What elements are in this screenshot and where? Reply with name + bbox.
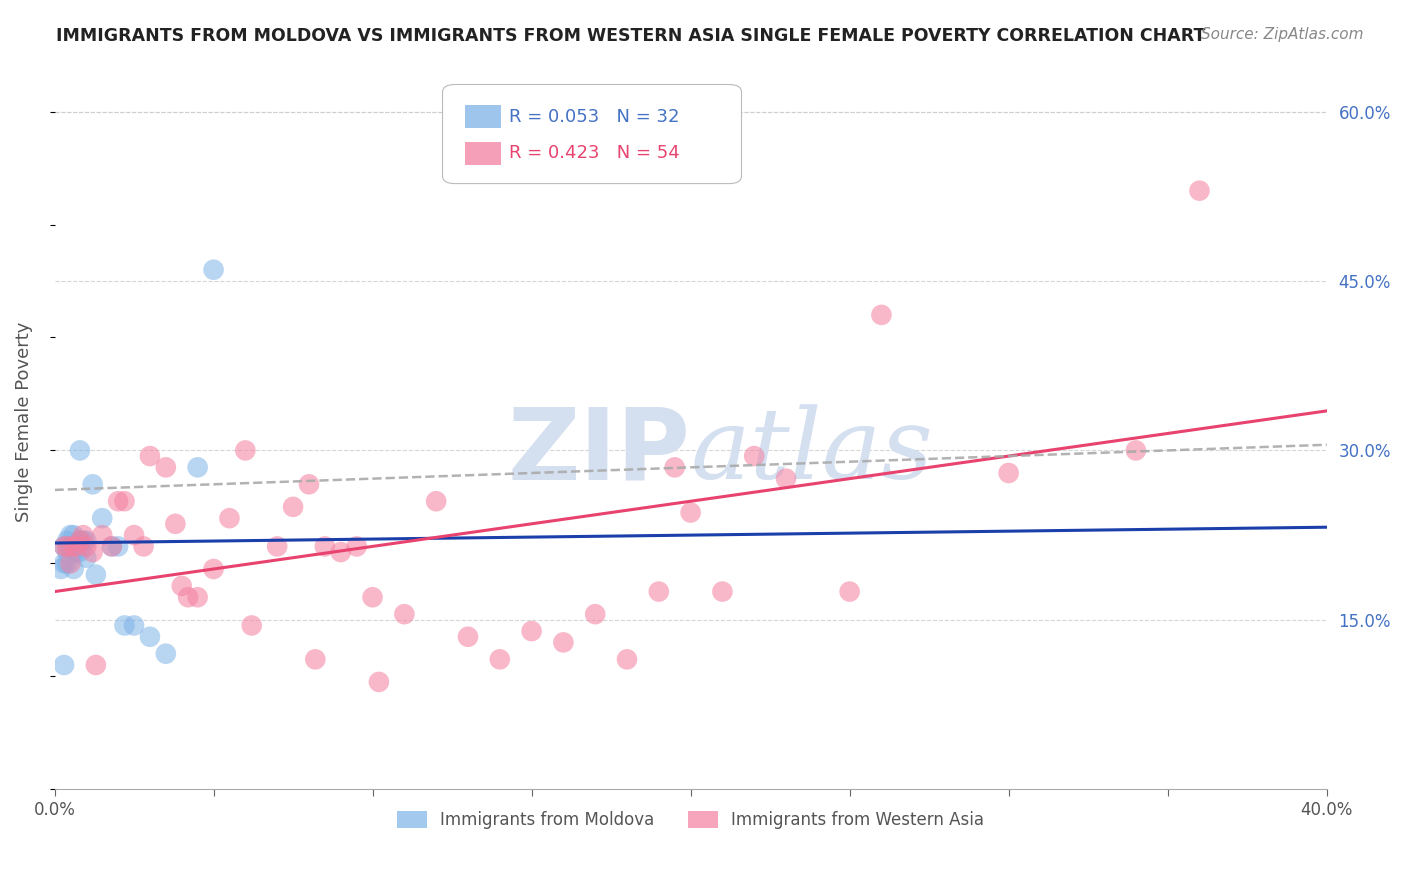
Point xyxy=(62,545,84,559)
Point xyxy=(775,472,797,486)
Legend: Immigrants from Moldova, Immigrants from Western Asia: Immigrants from Moldova, Immigrants from… xyxy=(391,805,991,836)
Point xyxy=(488,652,510,666)
Point xyxy=(59,540,82,554)
Point xyxy=(235,443,257,458)
Point xyxy=(155,460,177,475)
Point xyxy=(53,658,76,673)
Point xyxy=(66,540,89,554)
Point xyxy=(53,557,76,571)
Point xyxy=(165,516,187,531)
Point xyxy=(114,494,136,508)
Point xyxy=(155,647,177,661)
Point xyxy=(616,652,638,666)
Point xyxy=(139,449,162,463)
Point xyxy=(66,540,89,554)
Point xyxy=(177,591,200,605)
Point xyxy=(266,540,288,554)
Point xyxy=(114,618,136,632)
Point xyxy=(62,528,84,542)
Point xyxy=(329,545,352,559)
Text: R = 0.053   N = 32: R = 0.053 N = 32 xyxy=(509,108,679,126)
Point xyxy=(583,607,606,622)
Point xyxy=(59,557,82,571)
Text: atlas: atlas xyxy=(690,404,934,500)
Point xyxy=(91,511,114,525)
Point xyxy=(56,540,79,554)
Point xyxy=(218,511,240,525)
Point xyxy=(679,506,702,520)
Point xyxy=(53,540,76,554)
Point xyxy=(170,579,193,593)
Point xyxy=(187,591,209,605)
Text: R = 0.423   N = 54: R = 0.423 N = 54 xyxy=(509,145,679,162)
Point xyxy=(107,540,129,554)
Text: IMMIGRANTS FROM MOLDOVA VS IMMIGRANTS FROM WESTERN ASIA SINGLE FEMALE POVERTY CO: IMMIGRANTS FROM MOLDOVA VS IMMIGRANTS FR… xyxy=(56,27,1205,45)
Point xyxy=(997,466,1019,480)
Point xyxy=(187,460,209,475)
Point xyxy=(648,584,671,599)
Point xyxy=(75,550,97,565)
Point xyxy=(100,540,122,554)
Point xyxy=(49,562,72,576)
Point xyxy=(69,443,91,458)
Point xyxy=(1125,443,1147,458)
Point xyxy=(425,494,447,508)
Point xyxy=(520,624,543,639)
Point xyxy=(72,528,94,542)
Point xyxy=(75,533,97,548)
Point xyxy=(72,533,94,548)
Bar xyxy=(465,142,501,165)
Point xyxy=(84,658,107,673)
Point xyxy=(56,557,79,571)
Point xyxy=(281,500,304,514)
Point xyxy=(69,533,91,548)
Point xyxy=(132,540,155,554)
Point xyxy=(711,584,734,599)
Point xyxy=(53,540,76,554)
Point xyxy=(56,545,79,559)
Point xyxy=(84,567,107,582)
Point xyxy=(107,494,129,508)
Point xyxy=(664,460,686,475)
Point xyxy=(298,477,321,491)
Point xyxy=(346,540,368,554)
Point xyxy=(69,545,91,559)
Point xyxy=(122,528,145,542)
Bar xyxy=(465,104,501,128)
Point xyxy=(59,528,82,542)
Text: ZIP: ZIP xyxy=(508,403,690,500)
Point xyxy=(202,562,225,576)
Point xyxy=(304,652,326,666)
Text: Source: ZipAtlas.com: Source: ZipAtlas.com xyxy=(1201,27,1364,42)
Point xyxy=(56,533,79,548)
Point xyxy=(66,545,89,559)
Point xyxy=(368,674,391,689)
Point xyxy=(82,477,104,491)
Point xyxy=(75,540,97,554)
Point xyxy=(82,545,104,559)
Y-axis label: Single Female Poverty: Single Female Poverty xyxy=(15,322,32,523)
Point xyxy=(838,584,860,599)
Point xyxy=(742,449,765,463)
Point xyxy=(69,533,91,548)
Point xyxy=(457,630,479,644)
Point xyxy=(553,635,575,649)
Point xyxy=(62,540,84,554)
Point xyxy=(394,607,416,622)
Point xyxy=(870,308,893,322)
Point xyxy=(100,540,122,554)
Point xyxy=(122,618,145,632)
Point xyxy=(240,618,263,632)
Point xyxy=(314,540,336,554)
Point xyxy=(139,630,162,644)
Point xyxy=(59,540,82,554)
FancyBboxPatch shape xyxy=(443,85,741,184)
Point xyxy=(1188,184,1211,198)
Point xyxy=(62,562,84,576)
Point xyxy=(361,591,384,605)
Point xyxy=(91,528,114,542)
Point xyxy=(202,262,225,277)
